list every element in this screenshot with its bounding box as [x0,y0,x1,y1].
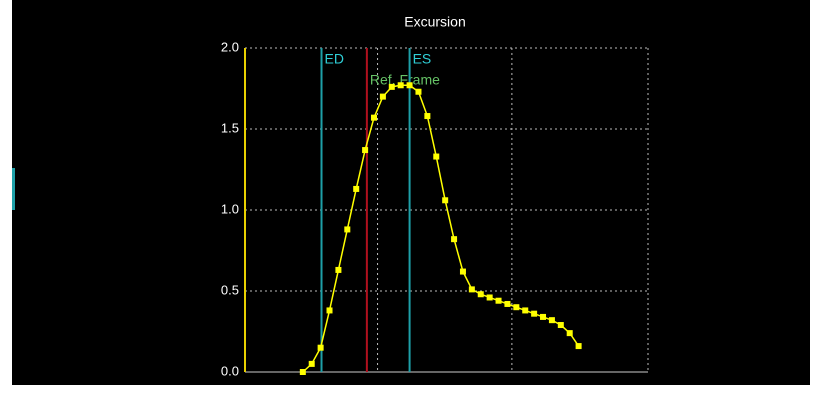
data-point [504,300,511,307]
data-point [548,317,555,324]
y-tick-label: 0.0 [221,363,239,378]
data-point [468,286,475,293]
data-point [531,310,538,317]
y-tick-label: 2.0 [221,39,239,54]
data-point [433,153,440,160]
data-point [566,330,573,337]
marker-label: ED [325,51,344,67]
data-point [557,322,564,329]
chart-title: Excursion [404,14,465,30]
y-tick-label: 1.0 [221,201,239,216]
data-point [344,226,351,233]
data-point [379,93,386,100]
data-point [540,313,547,320]
data-point [486,294,493,301]
data-point [477,291,484,298]
data-point [388,83,395,90]
data-point [397,82,404,89]
data-point [362,147,369,154]
data-point [415,88,422,95]
data-point [495,297,502,304]
data-point [335,266,342,273]
marker-label: ES [413,51,432,67]
data-point [575,343,582,350]
y-tick-label: 1.5 [221,120,239,135]
data-point [406,82,413,89]
data-point [370,114,377,121]
data-point [459,268,466,275]
data-point [308,360,315,367]
data-point [442,197,449,204]
data-point [522,307,529,314]
y-tick-label: 0.5 [221,282,239,297]
data-point [424,113,431,120]
data-point [451,236,458,243]
side-indicator [12,168,15,210]
data-point [326,307,333,314]
data-point [317,344,324,351]
data-point [513,304,520,311]
panel-background [12,0,810,385]
marker-label: Ref. Frame [370,72,440,88]
data-point [353,185,360,192]
data-point [299,369,306,375]
